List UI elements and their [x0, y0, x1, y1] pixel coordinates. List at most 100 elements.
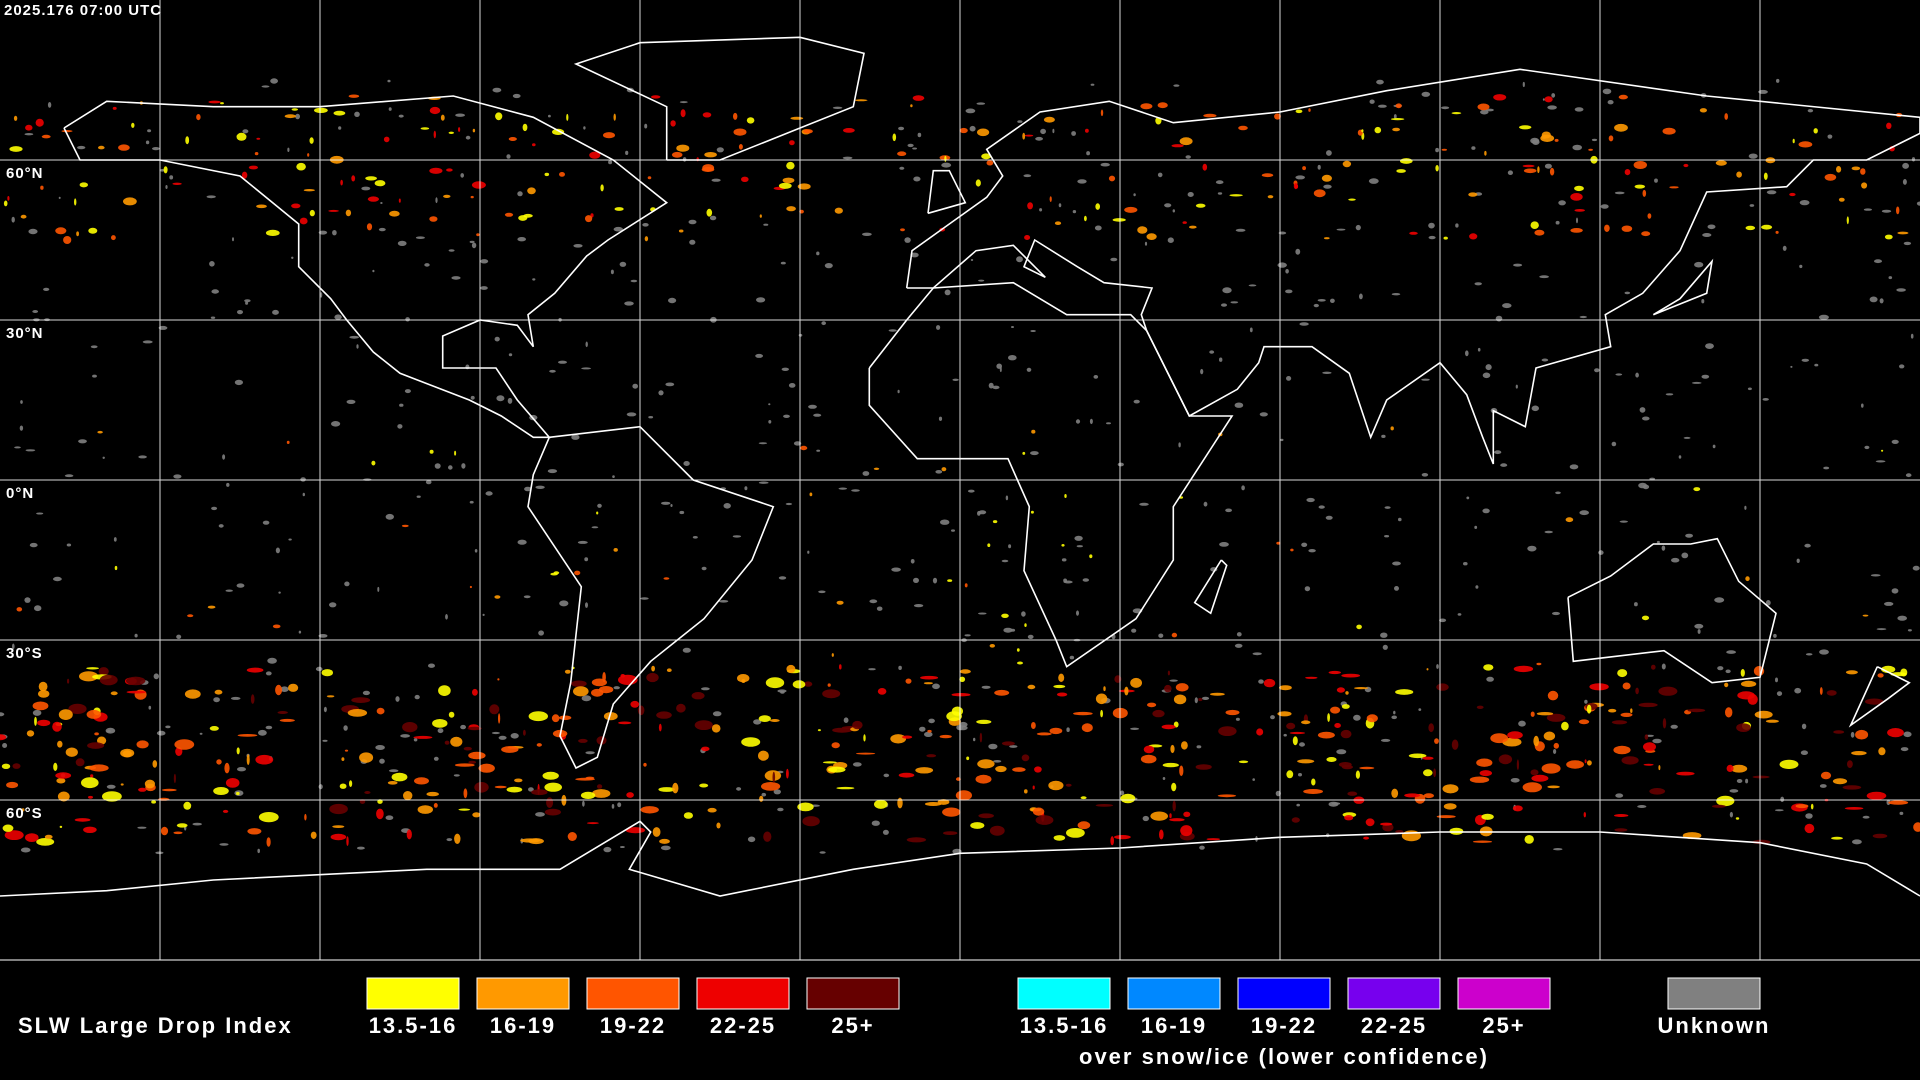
cloud-pixel: [1328, 670, 1342, 675]
cloud-pixel: [1799, 200, 1810, 206]
cloud-pixel: [1661, 545, 1666, 551]
cloud-pixel: [1549, 167, 1555, 176]
legend-label: 25+: [1482, 1013, 1525, 1038]
cloud-pixel: [912, 147, 917, 150]
cloud-pixel: [126, 690, 147, 694]
cloud-pixel: [1381, 434, 1386, 438]
cloud-pixel: [1024, 134, 1034, 137]
cloud-pixel: [1036, 732, 1052, 736]
cloud-pixel: [40, 185, 44, 190]
cloud-pixel: [836, 786, 855, 790]
cloud-pixel: [1872, 833, 1888, 839]
cloud-pixel: [241, 171, 248, 179]
cloud-pixel: [1881, 449, 1884, 452]
cloud-pixel: [56, 777, 66, 784]
cloud-pixel: [620, 846, 625, 848]
cloud-pixel: [577, 540, 588, 544]
cloud-pixel: [1443, 236, 1448, 240]
cloud-pixel: [1393, 114, 1397, 119]
cloud-pixel: [1263, 678, 1276, 688]
cloud-pixel: [173, 831, 183, 835]
cloud-pixel: [1761, 224, 1773, 230]
cloud-pixel: [1805, 813, 1813, 819]
cloud-pixel: [753, 719, 762, 725]
cloud-pixel: [1683, 436, 1691, 439]
cloud-pixel: [761, 782, 781, 791]
cloud-pixel: [1144, 241, 1148, 246]
cloud-pixel: [907, 143, 914, 148]
cloud-pixel: [995, 765, 1007, 773]
cloud-pixel: [919, 726, 926, 732]
cloud-pixel: [758, 750, 769, 761]
cloud-pixel: [1418, 708, 1422, 711]
cloud-pixel: [913, 176, 921, 182]
cloud-pixel: [1436, 664, 1439, 669]
cloud-pixel: [978, 279, 985, 282]
cloud-pixel: [397, 424, 403, 429]
cloud-pixel: [1171, 144, 1184, 148]
cloud-pixel: [338, 126, 342, 130]
cloud-pixel: [480, 286, 488, 290]
cloud-pixel: [944, 155, 947, 162]
cloud-pixel: [1624, 169, 1631, 176]
cloud-pixel: [36, 838, 55, 846]
cloud-pixel: [428, 663, 435, 668]
cloud-pixel: [1408, 753, 1427, 759]
cloud-pixel: [759, 795, 764, 802]
cloud-pixel: [932, 577, 938, 584]
cloud-pixel: [1421, 91, 1431, 97]
cloud-pixel: [1699, 108, 1707, 113]
cloud-pixel: [783, 414, 790, 418]
cloud-pixel: [1638, 702, 1658, 708]
cloud-pixel: [832, 727, 852, 733]
cloud-pixel: [1531, 405, 1540, 412]
cloud-pixel: [470, 195, 474, 199]
cloud-pixel: [1117, 462, 1124, 467]
cloud-pixel: [211, 506, 218, 511]
cloud-pixel: [1792, 138, 1795, 144]
cloud-pixel: [1359, 293, 1363, 300]
cloud-pixel: [433, 130, 436, 139]
cloud-pixel: [344, 581, 350, 587]
coastline: [63, 95, 669, 439]
cloud-pixel: [517, 191, 523, 197]
cloud-pixel: [365, 176, 377, 181]
cloud-pixel: [789, 140, 795, 146]
cloud-pixel: [1620, 712, 1633, 718]
cloud-pixel: [1886, 122, 1892, 129]
cloud-pixel: [1256, 728, 1264, 736]
cloud-pixel: [1887, 728, 1904, 738]
cloud-pixel: [1558, 200, 1566, 206]
cloud-pixel: [218, 524, 224, 528]
cloud-pixel: [346, 399, 356, 404]
cloud-pixel: [786, 768, 789, 779]
cloud-pixel: [489, 704, 500, 715]
cloud-pixel: [1510, 778, 1520, 783]
cloud-pixel: [354, 111, 360, 118]
cloud-pixel: [1043, 116, 1055, 123]
cloud-pixel: [90, 345, 98, 349]
cloud-pixel: [591, 526, 599, 529]
cloud-pixel: [433, 803, 438, 808]
cloud-pixel: [1221, 303, 1227, 307]
cloud-pixel: [1234, 402, 1244, 408]
cloud-pixel: [660, 845, 671, 851]
cloud-pixel: [1365, 818, 1375, 827]
cloud-pixel: [284, 114, 297, 119]
legend-label: 22-25: [710, 1013, 776, 1038]
cloud-pixel: [1624, 291, 1631, 295]
legend-swatch: [1017, 977, 1111, 1010]
cloud-pixel: [1295, 109, 1303, 114]
cloud-pixel: [1670, 724, 1678, 729]
cloud-pixel: [1295, 248, 1301, 255]
cloud-pixel: [1615, 373, 1623, 376]
cloud-pixel: [589, 151, 601, 159]
cloud-pixel: [207, 605, 216, 609]
cloud-pixel: [461, 463, 466, 469]
cloud-pixel: [897, 151, 907, 156]
cloud-pixel: [376, 808, 384, 820]
cloud-pixel: [1009, 745, 1018, 748]
cloud-pixel: [1796, 558, 1800, 563]
cloud-pixel: [1024, 789, 1028, 794]
cloud-pixel: [1295, 175, 1305, 180]
